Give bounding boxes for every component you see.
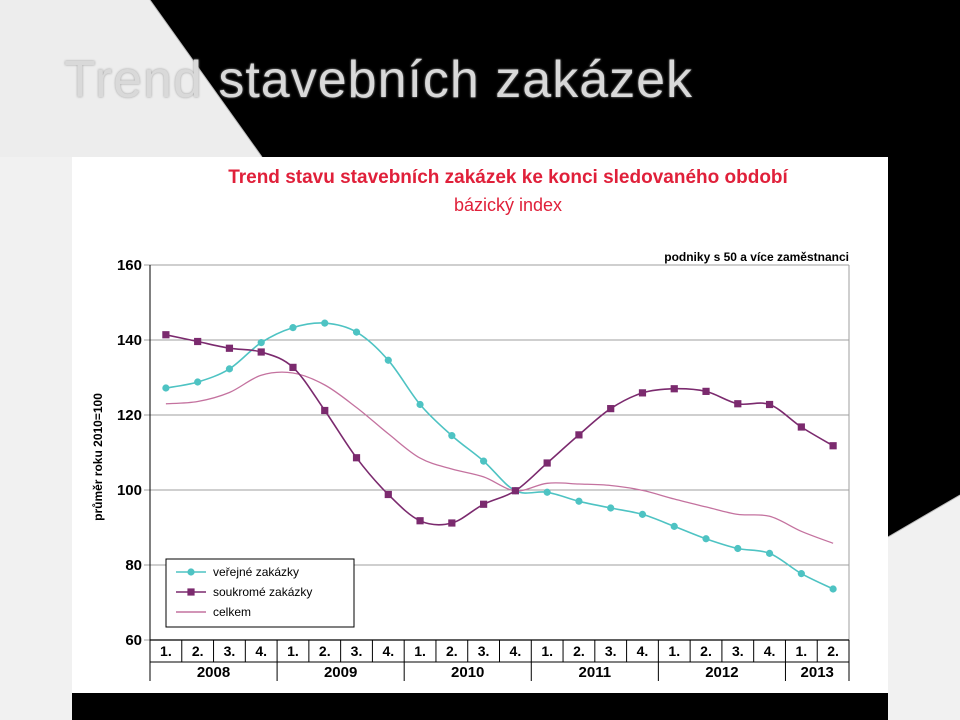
series-verejne-point — [162, 384, 170, 392]
x-tick-label: 2. — [319, 643, 331, 659]
series-soukrome-point — [257, 348, 265, 356]
series-soukrome-point — [225, 344, 234, 352]
chart: Trend stavu stavebních zakázek ke konci … — [91, 167, 850, 681]
x-tick-label: 4. — [764, 643, 776, 659]
x-tick-label: 1. — [541, 643, 553, 659]
series-verejne-point — [194, 378, 202, 386]
series-soukrome-point — [352, 454, 361, 462]
series-soukrome-point — [480, 500, 488, 508]
series-verejne-point — [448, 432, 456, 440]
series-verejne-point — [257, 339, 265, 347]
legend-soukrome-label: soukromé zakázky — [213, 585, 312, 599]
x-tick-label: 1. — [668, 643, 680, 659]
y-axis-label: průměr roku 2010=100 — [91, 393, 105, 521]
series-soukrome-point — [702, 387, 710, 395]
y-tick-label: 160 — [117, 257, 142, 274]
series-verejne-point — [702, 535, 710, 543]
series-celkem-line — [165, 371, 834, 544]
series-soukrome-point — [511, 487, 519, 495]
chart-panel: Trend stavu stavebních zakázek ke konci … — [72, 157, 888, 693]
x-tick-label: 2. — [700, 643, 712, 659]
series-verejne-point — [543, 488, 551, 496]
series-soukrome-point — [797, 423, 805, 431]
series-verejne-point — [480, 457, 488, 465]
series-soukrome-point — [638, 389, 647, 397]
x-tick-label: 1. — [287, 643, 299, 659]
chart-title: Trend stavu stavebních zakázek ke konci … — [228, 167, 788, 188]
series-verejne-point — [670, 522, 678, 530]
series-soukrome-point — [607, 405, 615, 413]
series-verejne-line — [165, 322, 834, 590]
series-soukrome-point — [829, 442, 837, 450]
x-tick-label: 4. — [382, 643, 394, 659]
x-tick-label: 1. — [414, 643, 426, 659]
year-label: 2012 — [705, 664, 738, 681]
legend-verejne-label: veřejné zakázky — [213, 565, 299, 579]
year-label: 2010 — [451, 664, 484, 681]
series-verejne-point — [225, 365, 234, 373]
x-tick-label: 1. — [160, 643, 172, 659]
legend-soukrome-marker — [187, 588, 195, 596]
x-tick-label: 1. — [795, 643, 807, 659]
series-verejne-point — [575, 497, 583, 505]
x-tick-label: 2. — [573, 643, 585, 659]
series-verejne-point — [321, 319, 329, 327]
series-soukrome-point — [384, 490, 392, 499]
chart-subtitle: bázický index — [454, 195, 562, 215]
series-soukrome-point — [416, 517, 424, 525]
y-tick-label: 60 — [125, 632, 142, 649]
slide-title: Trend stavebních zakázek — [64, 51, 694, 109]
x-tick-label: 3. — [224, 643, 236, 659]
series-verejne-point — [765, 549, 774, 557]
series-verejne-point — [289, 324, 297, 332]
series-soukrome-point — [289, 363, 297, 371]
series-soukrome-line — [165, 334, 834, 526]
y-tick-label: 140 — [117, 332, 142, 349]
x-tick-label: 2. — [446, 643, 458, 659]
series-soukrome-point — [734, 400, 742, 408]
legend-box — [165, 558, 355, 628]
series-soukrome-point — [543, 459, 551, 467]
series-soukrome-point — [575, 431, 583, 439]
series-verejne-point — [734, 544, 742, 553]
y-tick-label: 100 — [117, 482, 142, 499]
axes: 60 80 100 120 140 160 1. 2. 3. 4. 1. 2. 3. 4. 1. 2. 3. 4.… — [117, 257, 850, 681]
y-tick-label: 80 — [125, 557, 142, 574]
x-tick-label: 3. — [732, 643, 744, 659]
series-soukrome-point — [194, 337, 202, 346]
series-verejne-point — [352, 328, 361, 336]
legend-verejne-marker — [187, 568, 195, 576]
x-tick-label: 3. — [478, 643, 490, 659]
chart-note: podniky s 50 a více zaměstnanci — [664, 250, 849, 264]
series-verejne-point — [638, 510, 647, 518]
year-label: 2013 — [801, 664, 834, 681]
y-tick-label: 120 — [117, 407, 142, 424]
legend: veřejné zakázky soukromé zakázky celkem — [165, 558, 355, 628]
legend-celkem-label: celkem — [213, 605, 251, 619]
year-label: 2008 — [197, 664, 230, 681]
series-soukrome-point — [670, 385, 678, 393]
x-tick-label: 2. — [192, 643, 204, 659]
year-label: 2009 — [324, 664, 357, 681]
series-soukrome-point — [448, 519, 456, 527]
x-tick-label: 4. — [510, 643, 522, 659]
series-verejne-point — [829, 585, 837, 593]
x-tick-label: 2. — [827, 643, 839, 659]
series-soukrome-point — [162, 331, 170, 339]
series — [162, 319, 837, 593]
series-verejne-point — [797, 570, 805, 578]
series-verejne-point — [384, 356, 392, 364]
series-soukrome-point — [321, 406, 329, 415]
series-soukrome-point — [765, 400, 774, 409]
x-tick-label: 3. — [351, 643, 363, 659]
x-tick-label: 3. — [605, 643, 617, 659]
x-tick-label: 4. — [637, 643, 649, 659]
x-tick-label: 4. — [255, 643, 267, 659]
series-verejne-point — [607, 504, 615, 512]
series-verejne-point — [416, 400, 424, 409]
year-label: 2011 — [579, 664, 612, 681]
